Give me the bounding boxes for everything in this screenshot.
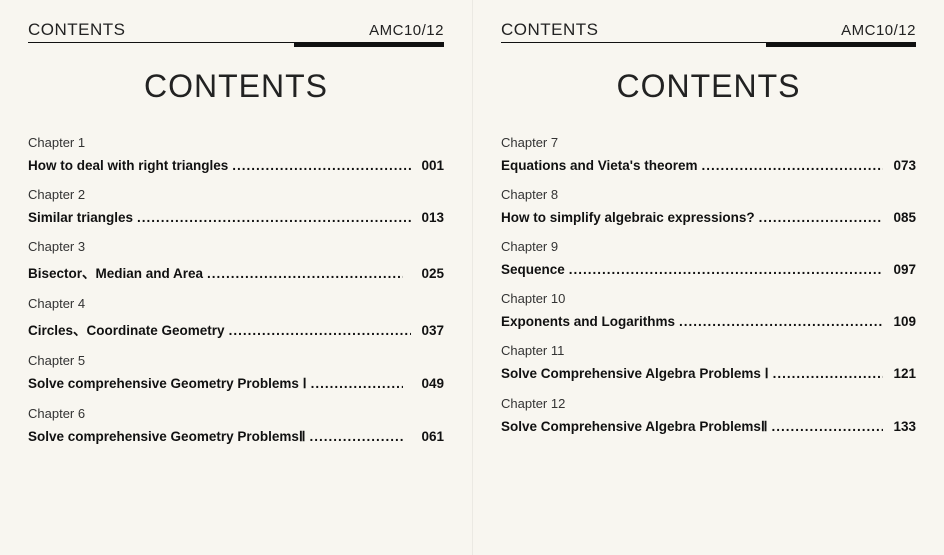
toc-entry: How to deal with right triangles 001 xyxy=(28,158,444,173)
entry-page: 025 xyxy=(407,266,444,281)
header-rule xyxy=(501,42,916,48)
toc-entry: Solve Comprehensive Algebra ProblemsⅡ 13… xyxy=(501,419,916,435)
toc-entries-right: Chapter 7 Equations and Vieta's theorem … xyxy=(501,135,916,545)
leader-dots xyxy=(773,366,884,381)
chapter-label: Chapter 7 xyxy=(501,135,916,150)
chapter-label: Chapter 10 xyxy=(501,291,916,306)
header-right: AMC10/12 xyxy=(369,22,444,39)
leader-dots xyxy=(207,266,403,281)
entry-page: 049 xyxy=(407,376,444,391)
toc-entry: Equations and Vieta's theorem 073 xyxy=(501,158,916,173)
entry-title: Bisector、Median and Area xyxy=(28,262,203,282)
toc-entry: Solve Comprehensive Algebra Problems Ⅰ 1… xyxy=(501,366,916,382)
toc-entry: How to simplify algebraic expressions? 0… xyxy=(501,210,916,225)
header-left: CONTENTS xyxy=(28,20,126,40)
header-rule xyxy=(28,42,444,48)
leader-dots xyxy=(569,262,884,277)
entry-title: Solve comprehensive Geometry ProblemsⅡ xyxy=(28,429,306,445)
entry-page: 121 xyxy=(887,366,916,381)
leader-dots xyxy=(310,429,404,444)
toc-entry: Exponents and Logarithms 109 xyxy=(501,314,916,329)
entry-page: 073 xyxy=(887,158,916,173)
header-row: CONTENTS AMC10/12 xyxy=(501,20,916,42)
leader-dots xyxy=(232,158,411,173)
header-left: CONTENTS xyxy=(501,20,599,40)
leader-dots xyxy=(759,210,884,225)
chapter-label: Chapter 4 xyxy=(28,296,444,311)
entry-title: Solve Comprehensive Algebra ProblemsⅡ xyxy=(501,419,767,435)
entry-title: Circles、Coordinate Geometry xyxy=(28,319,225,339)
page-title: CONTENTS xyxy=(501,68,916,105)
header-row: CONTENTS AMC10/12 xyxy=(28,20,444,42)
entry-page: 097 xyxy=(887,262,916,277)
toc-entry: Similar triangles 013 xyxy=(28,210,444,225)
entry-page: 001 xyxy=(415,158,444,173)
chapter-label: Chapter 5 xyxy=(28,353,444,368)
header-right: AMC10/12 xyxy=(841,22,916,39)
chapter-label: Chapter 3 xyxy=(28,239,444,254)
entry-title: Equations and Vieta's theorem xyxy=(501,158,698,173)
chapter-label: Chapter 8 xyxy=(501,187,916,202)
toc-entries-left: Chapter 1 How to deal with right triangl… xyxy=(28,135,444,545)
toc-entry: Sequence 097 xyxy=(501,262,916,277)
entry-title: How to deal with right triangles xyxy=(28,158,228,173)
leader-dots xyxy=(679,314,883,329)
toc-page-right: CONTENTS AMC10/12 CONTENTS Chapter 7 Equ… xyxy=(472,0,944,555)
chapter-label: Chapter 1 xyxy=(28,135,444,150)
leader-dots xyxy=(311,376,404,391)
toc-page-left: CONTENTS AMC10/12 CONTENTS Chapter 1 How… xyxy=(0,0,472,555)
entry-title: Similar triangles xyxy=(28,210,133,225)
leader-dots xyxy=(702,158,884,173)
entry-page: 133 xyxy=(887,419,916,434)
page-header: CONTENTS AMC10/12 xyxy=(501,20,916,48)
entry-title: How to simplify algebraic expressions? xyxy=(501,210,755,225)
chapter-label: Chapter 12 xyxy=(501,396,916,411)
entry-title: Exponents and Logarithms xyxy=(501,314,675,329)
entry-title: Sequence xyxy=(501,262,565,277)
chapter-label: Chapter 9 xyxy=(501,239,916,254)
entry-page: 037 xyxy=(415,323,444,338)
leader-dots xyxy=(771,419,883,434)
leader-dots xyxy=(137,210,411,225)
chapter-label: Chapter 6 xyxy=(28,406,444,421)
entry-page: 061 xyxy=(407,429,444,444)
entry-page: 109 xyxy=(887,314,916,329)
entry-page: 013 xyxy=(415,210,444,225)
page-header: CONTENTS AMC10/12 xyxy=(28,20,444,48)
chapter-label: Chapter 11 xyxy=(501,343,916,358)
entry-page: 085 xyxy=(887,210,916,225)
leader-dots xyxy=(229,323,412,338)
entry-title: Solve comprehensive Geometry Problems Ⅰ xyxy=(28,376,307,392)
toc-entry: Solve comprehensive Geometry ProblemsⅡ 0… xyxy=(28,429,444,445)
toc-entry: Solve comprehensive Geometry Problems Ⅰ … xyxy=(28,376,444,392)
page-title: CONTENTS xyxy=(28,68,444,105)
toc-entry: Circles、Coordinate Geometry 037 xyxy=(28,319,444,339)
chapter-label: Chapter 2 xyxy=(28,187,444,202)
entry-title: Solve Comprehensive Algebra Problems Ⅰ xyxy=(501,366,769,382)
toc-entry: Bisector、Median and Area 025 xyxy=(28,262,444,282)
